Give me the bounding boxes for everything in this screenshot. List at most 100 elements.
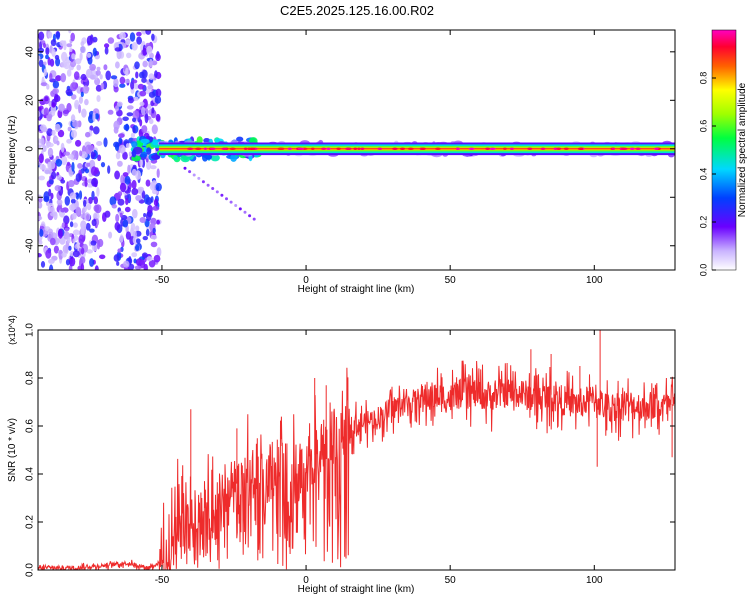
heatmap-cell bbox=[116, 261, 120, 266]
heatmap-cell bbox=[134, 96, 139, 101]
heatmap-cell bbox=[114, 170, 120, 180]
heatmap-cell bbox=[44, 96, 49, 102]
heatmap-cell bbox=[421, 147, 426, 150]
heatmap-cell bbox=[229, 200, 233, 204]
heatmap-cell bbox=[140, 151, 148, 158]
heatmap-cell bbox=[55, 31, 61, 40]
heatmap-cell bbox=[287, 147, 292, 150]
colorbar-tick-label: 0.6 bbox=[698, 120, 708, 133]
heatmap-cell bbox=[89, 125, 94, 132]
heatmap-cell bbox=[654, 147, 659, 150]
heatmap-cell bbox=[38, 144, 42, 149]
heatmap-cell bbox=[109, 196, 117, 206]
heatmap-cell bbox=[183, 166, 187, 170]
heatmap-cell bbox=[95, 70, 101, 76]
heatmap-cell bbox=[126, 52, 132, 59]
heatmap-cell bbox=[88, 196, 93, 205]
heatmap-cell bbox=[60, 155, 68, 166]
heatmap-cell bbox=[148, 259, 156, 268]
heatmap-cell bbox=[118, 144, 126, 154]
heatmap-cell bbox=[141, 77, 147, 83]
heatmap-cell bbox=[38, 201, 41, 207]
heatmap-cell bbox=[51, 129, 56, 136]
heatmap-cell bbox=[209, 147, 216, 150]
heatmap-cell bbox=[49, 73, 53, 80]
heatmap-cell bbox=[145, 197, 152, 205]
heatmap-cell bbox=[132, 230, 137, 239]
heatmap-cell bbox=[78, 104, 82, 114]
heatmap-cell bbox=[125, 197, 129, 206]
snr-frame bbox=[37, 329, 676, 571]
heatmap-cell bbox=[71, 212, 77, 220]
heatmap-cell bbox=[153, 198, 159, 207]
heatmap-cell bbox=[78, 190, 83, 200]
heatmap-cell bbox=[135, 225, 140, 232]
heatmap-cell bbox=[377, 147, 383, 150]
heatmap-cell bbox=[527, 147, 533, 150]
heatmap-cell bbox=[69, 47, 73, 52]
heatmap-cell bbox=[221, 147, 228, 150]
heatmap-cell bbox=[45, 54, 49, 60]
heatmap-cell bbox=[79, 256, 86, 265]
heatmap-y-tick-label: -40 bbox=[25, 238, 36, 253]
heatmap-cell bbox=[113, 85, 119, 93]
colorbar-tick-label: 0.8 bbox=[698, 72, 708, 85]
heatmap-cell bbox=[68, 30, 72, 34]
heatmap-cell bbox=[113, 141, 120, 148]
heatmap-cell bbox=[103, 64, 108, 71]
heatmap-cell bbox=[143, 213, 147, 218]
heatmap-cell bbox=[145, 88, 151, 95]
heatmap-cell bbox=[141, 106, 146, 116]
heatmap-cell bbox=[96, 95, 101, 102]
heatmap-y-tick-label: 0 bbox=[25, 146, 36, 152]
heatmap-cell bbox=[145, 30, 152, 35]
heatmap-cell bbox=[150, 196, 154, 203]
heatmap-cell bbox=[201, 180, 205, 184]
heatmap-cell bbox=[129, 32, 136, 42]
heatmap-cell bbox=[148, 136, 154, 142]
heatmap-cell bbox=[80, 73, 87, 81]
heatmap-cell bbox=[107, 109, 114, 115]
heatmap-cell bbox=[173, 155, 178, 161]
heatmap-cell bbox=[135, 195, 142, 201]
heatmap-cell bbox=[79, 150, 83, 157]
heatmap-cell bbox=[119, 32, 126, 40]
heatmap-cell bbox=[186, 147, 194, 150]
heatmap-cell bbox=[118, 137, 123, 145]
heatmap-cell bbox=[48, 258, 55, 264]
heatmap-cell bbox=[137, 186, 144, 192]
heatmap-cell bbox=[344, 147, 351, 150]
heatmap-cell bbox=[124, 206, 131, 213]
heatmap-cell bbox=[146, 256, 153, 262]
heatmap-cell bbox=[114, 221, 121, 231]
heatmap-cell bbox=[130, 227, 134, 237]
snr-y-axis-label: SNR (10 * v/v) bbox=[7, 418, 18, 482]
heatmap-cell bbox=[136, 31, 142, 37]
heatmap-cell bbox=[156, 219, 161, 225]
heatmap-cell bbox=[126, 105, 134, 110]
heatmap-cell bbox=[215, 190, 219, 194]
heatmap-cell bbox=[151, 154, 161, 160]
heatmap-cell bbox=[67, 180, 75, 188]
heatmap-cell bbox=[49, 161, 56, 170]
heatmap-cell bbox=[135, 244, 140, 251]
heatmap-cells bbox=[38, 30, 675, 270]
heatmap-cell bbox=[485, 147, 491, 150]
heatmap-cell bbox=[90, 240, 97, 246]
heatmap-cell bbox=[151, 33, 155, 41]
heatmap-cell bbox=[94, 167, 99, 175]
heatmap-cell bbox=[69, 192, 77, 200]
heatmap-cell bbox=[84, 168, 90, 174]
heatmap-cell bbox=[50, 39, 57, 47]
heatmap-cell bbox=[86, 162, 91, 167]
heatmap-cell bbox=[132, 208, 138, 219]
heatmap-cell bbox=[85, 68, 93, 78]
heatmap-cell bbox=[110, 75, 118, 80]
heatmap-cell bbox=[95, 113, 99, 120]
heatmap-cell bbox=[39, 228, 44, 237]
heatmap-cell bbox=[115, 152, 121, 160]
heatmap-cell bbox=[92, 36, 98, 43]
heatmap-cell bbox=[43, 107, 50, 116]
heatmap-cell bbox=[104, 46, 109, 55]
heatmap-cell bbox=[47, 56, 51, 66]
